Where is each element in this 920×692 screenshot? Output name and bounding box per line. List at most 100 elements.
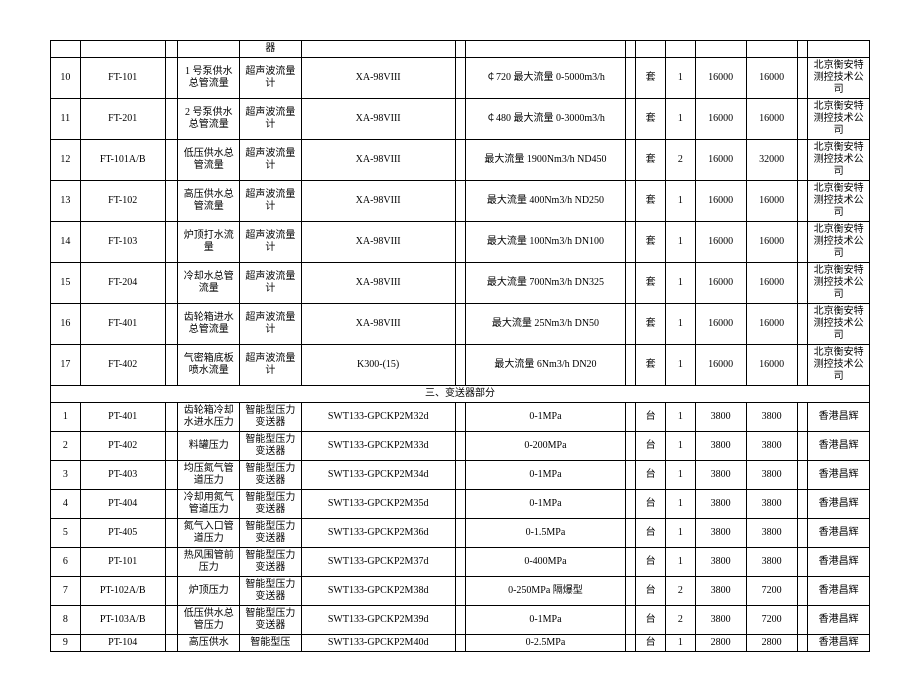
cell — [746, 41, 797, 58]
cell-idx: 4 — [51, 490, 81, 519]
cell-desc: 2 号泵供水总管流量 — [178, 99, 240, 140]
cell — [165, 304, 178, 345]
cell-qty: 2 — [665, 140, 695, 181]
cell-type: 智能型压力变送器 — [240, 432, 302, 461]
cell-total: 16000 — [746, 222, 797, 263]
cell — [165, 403, 178, 432]
cell-tag: FT-204 — [80, 263, 165, 304]
cell-qty: 1 — [665, 490, 695, 519]
cell — [165, 519, 178, 548]
cell-idx: 14 — [51, 222, 81, 263]
cell-model: SWT133-GPCKP2M40d — [301, 635, 455, 652]
cell-type: 智能型压力变送器 — [240, 606, 302, 635]
cell-qty: 1 — [665, 181, 695, 222]
cell-model: SWT133-GPCKP2M32d — [301, 403, 455, 432]
cell-spec: 最大流量 6Nm3/h DN20 — [466, 345, 625, 386]
cell-price: 3800 — [695, 490, 746, 519]
cell — [625, 490, 636, 519]
cell — [695, 41, 746, 58]
cell-idx: 13 — [51, 181, 81, 222]
cell-total: 3800 — [746, 461, 797, 490]
cell-price: 16000 — [695, 181, 746, 222]
cell-price: 3800 — [695, 606, 746, 635]
cell-idx: 11 — [51, 99, 81, 140]
cell-mfr: 北京衡安特测控技术公司 — [808, 58, 870, 99]
cell-total: 3800 — [746, 519, 797, 548]
cell-idx: 7 — [51, 577, 81, 606]
cell-qty: 1 — [665, 461, 695, 490]
cell-unit: 套 — [636, 345, 666, 386]
cell — [625, 304, 636, 345]
cell — [625, 577, 636, 606]
cell-total: 3800 — [746, 490, 797, 519]
cell — [625, 140, 636, 181]
cell — [797, 140, 808, 181]
cell — [797, 461, 808, 490]
table-row: 13FT-102高压供水总管流量超声波流量计XA-98VIII最大流量 400N… — [51, 181, 870, 222]
cell-model: XA-98VIII — [301, 222, 455, 263]
cell-type: 智能型压 — [240, 635, 302, 652]
cell — [625, 461, 636, 490]
cell-mfr: 香港昌辉 — [808, 403, 870, 432]
cell-type: 超声波流量计 — [240, 345, 302, 386]
cell — [455, 181, 466, 222]
table-row: 17FT-402气密箱底板喷水流量超声波流量计K300-(15)最大流量 6Nm… — [51, 345, 870, 386]
cell — [165, 41, 178, 58]
cell-type: 超声波流量计 — [240, 304, 302, 345]
cell-mfr: 北京衡安特测控技术公司 — [808, 181, 870, 222]
cell-price: 3800 — [695, 403, 746, 432]
cell-total: 3800 — [746, 432, 797, 461]
cell-mfr: 北京衡安特测控技术公司 — [808, 222, 870, 263]
cell-desc: 炉顶压力 — [178, 577, 240, 606]
cell-price: 3800 — [695, 577, 746, 606]
cell-desc: 均压氮气管道压力 — [178, 461, 240, 490]
cell-tag: FT-103 — [80, 222, 165, 263]
cell-desc: 料罐压力 — [178, 432, 240, 461]
cell-spec: 0-1.5MPa — [466, 519, 625, 548]
table-row: 2PT-402料罐压力智能型压力变送器SWT133-GPCKP2M33d0-20… — [51, 432, 870, 461]
cell — [625, 222, 636, 263]
table-row: 11FT-2012 号泵供水总管流量超声波流量计XA-98VIII￠480 最大… — [51, 99, 870, 140]
cell — [625, 606, 636, 635]
section-header: 三、变送器部分 — [51, 386, 870, 403]
cell-model: SWT133-GPCKP2M38d — [301, 577, 455, 606]
cell-model: SWT133-GPCKP2M33d — [301, 432, 455, 461]
cell — [466, 41, 625, 58]
cell-qty: 1 — [665, 345, 695, 386]
cell — [455, 606, 466, 635]
cell-spec: 0-1MPa — [466, 490, 625, 519]
cell-idx: 1 — [51, 403, 81, 432]
cell — [165, 58, 178, 99]
cell — [797, 304, 808, 345]
cell-model: XA-98VIII — [301, 263, 455, 304]
cell-price: 3800 — [695, 461, 746, 490]
cell-unit: 套 — [636, 58, 666, 99]
cell-spec: ￠720 最大流量 0-5000m3/h — [466, 58, 625, 99]
cell-unit: 台 — [636, 606, 666, 635]
cell-total: 16000 — [746, 181, 797, 222]
cell-unit: 台 — [636, 490, 666, 519]
cell — [51, 41, 81, 58]
cell-mfr: 香港昌辉 — [808, 490, 870, 519]
cell-desc: 低压供水总管流量 — [178, 140, 240, 181]
cell-idx: 17 — [51, 345, 81, 386]
cell-unit: 台 — [636, 519, 666, 548]
cell — [455, 99, 466, 140]
cell-desc: 气密箱底板喷水流量 — [178, 345, 240, 386]
cell — [80, 41, 165, 58]
cell-model: SWT133-GPCKP2M36d — [301, 519, 455, 548]
cell — [797, 548, 808, 577]
cell — [165, 635, 178, 652]
table-row: 12FT-101A/B低压供水总管流量超声波流量计XA-98VIII最大流量 1… — [51, 140, 870, 181]
cell — [455, 577, 466, 606]
cell-tag: PT-404 — [80, 490, 165, 519]
cell-unit: 台 — [636, 548, 666, 577]
cell — [797, 490, 808, 519]
cell-idx: 9 — [51, 635, 81, 652]
cell-desc: 齿轮箱进水总管流量 — [178, 304, 240, 345]
cell-mfr: 香港昌辉 — [808, 519, 870, 548]
cell — [455, 345, 466, 386]
cell-type: 超声波流量计 — [240, 181, 302, 222]
table-row: 器 — [51, 41, 870, 58]
cell-desc: 低压供水总管压力 — [178, 606, 240, 635]
